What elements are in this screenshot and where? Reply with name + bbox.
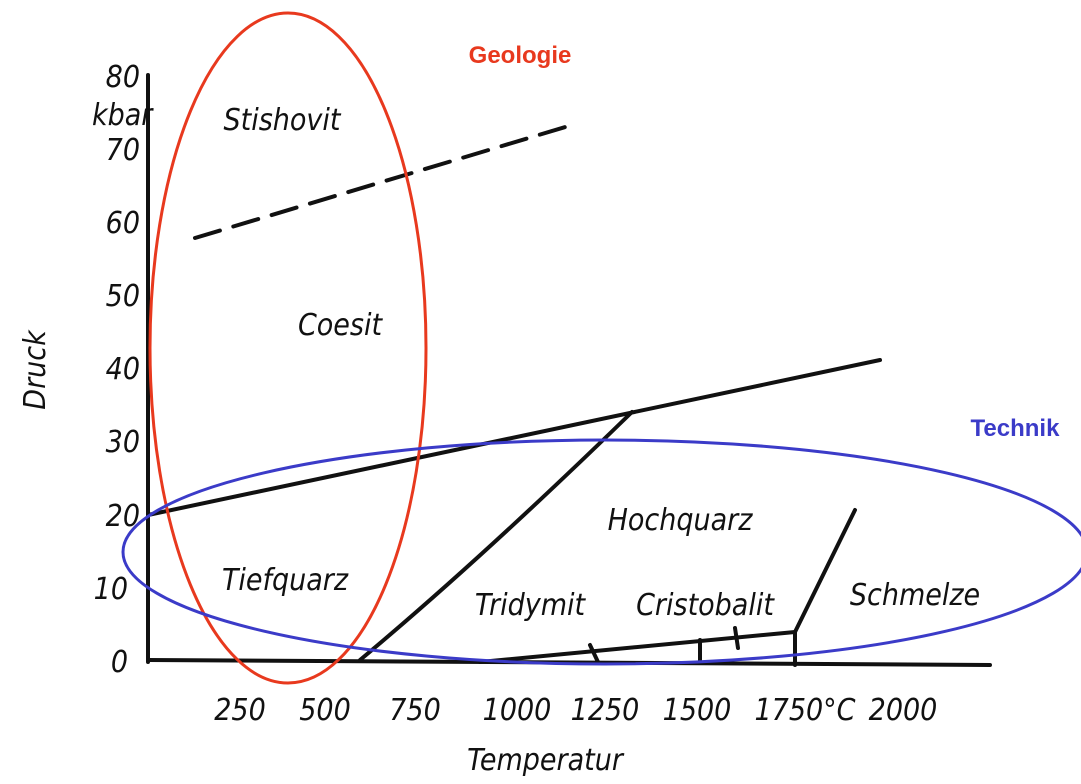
geology-note: Geologie <box>469 42 572 69</box>
phase-label: Cristobalit <box>636 588 775 623</box>
technology-ellipse <box>121 438 1081 666</box>
coesite-boundary <box>146 358 882 517</box>
y-tick-label: 60 <box>106 206 140 241</box>
x-tick-label: 1250 <box>571 693 640 728</box>
y-tick-label: 80 <box>106 60 140 95</box>
leader <box>733 626 740 650</box>
y-tick-label: 40 <box>106 352 140 387</box>
y-tick-label: 70 <box>106 133 140 168</box>
x-tick-label: 750 <box>389 693 441 728</box>
phase-label: Schmelze <box>850 578 980 613</box>
phase-label: Stishovit <box>224 103 342 138</box>
y-tick-label: 20 <box>106 499 140 534</box>
phase-label: Tiefquarz <box>222 563 349 598</box>
x-tick-label: 500 <box>299 693 351 728</box>
y-tick-label: 0 <box>111 645 128 680</box>
phase-label: Hochquarz <box>608 503 754 538</box>
x-tick-label: 1000 <box>483 693 552 728</box>
technology-note: Technik <box>971 415 1061 442</box>
x-tick-label: 1750°C <box>754 693 855 728</box>
phase-label: Coesit <box>298 308 384 343</box>
tridymite-boundary <box>478 630 797 664</box>
phase-label: Tridymit <box>475 588 587 623</box>
geology-ellipse <box>148 11 428 685</box>
x-tick-label: 250 <box>214 693 266 728</box>
x-tick-label: 2000 <box>869 693 938 728</box>
stishovite-boundary <box>193 123 574 240</box>
x-tick-label: 1500 <box>663 693 732 728</box>
x-axis-label: Temperatur <box>467 743 625 778</box>
y-tick-label: 50 <box>106 279 140 314</box>
melting-curve <box>793 508 857 634</box>
y-axis-label: Druck <box>18 329 53 410</box>
y-unit: kbar <box>92 98 154 133</box>
leader <box>588 643 600 664</box>
quartz-boundary <box>358 410 634 662</box>
y-tick-label: 30 <box>106 425 140 460</box>
y-tick-label: 10 <box>94 572 128 607</box>
